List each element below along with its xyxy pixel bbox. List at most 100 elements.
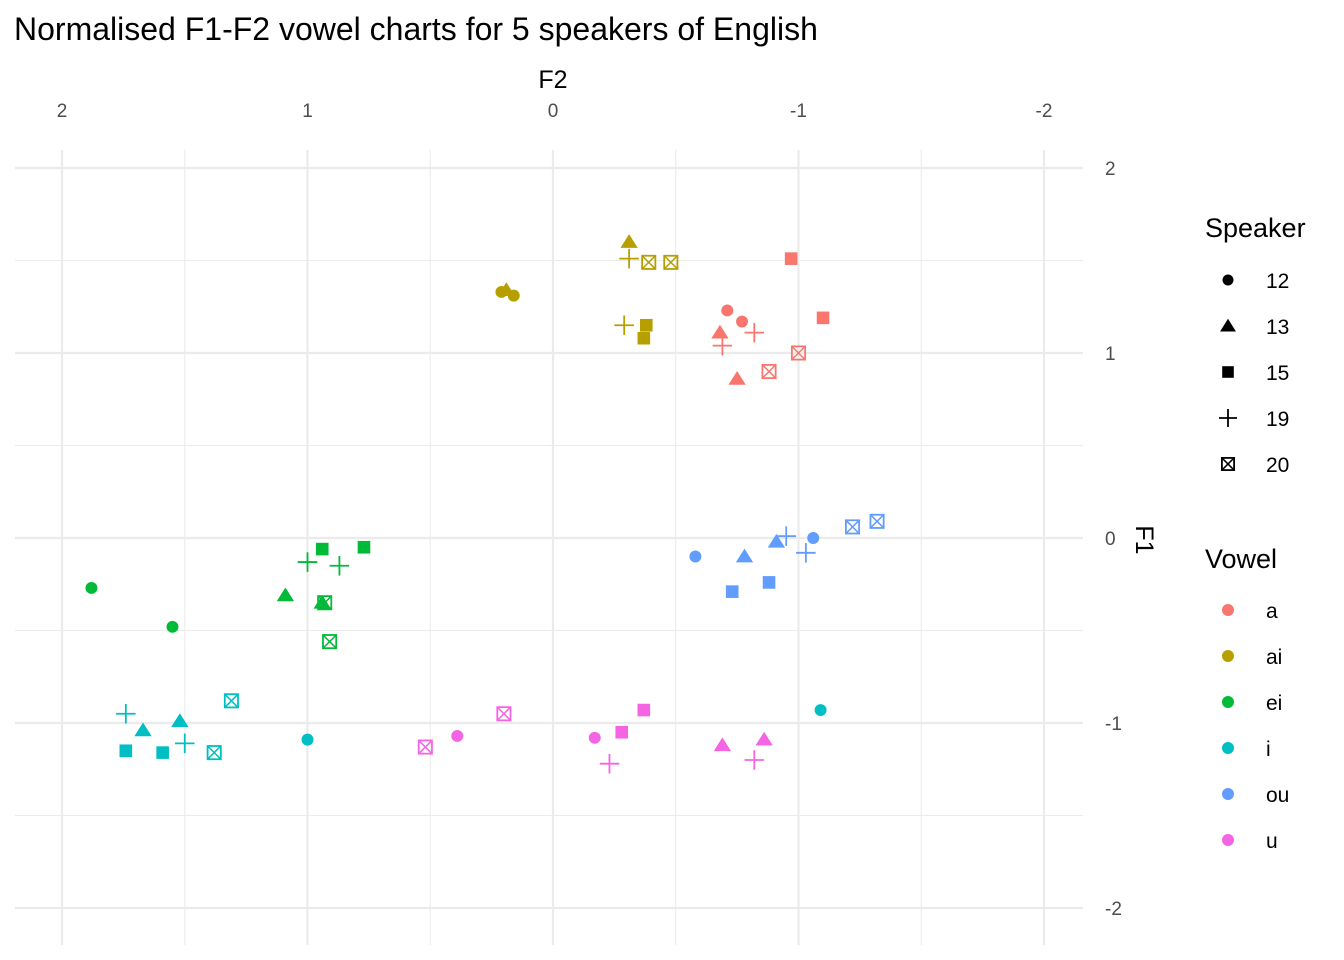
point-i-speaker-13	[134, 722, 152, 737]
point-u-speaker-20	[417, 739, 433, 755]
x-tick-label: -2	[1036, 101, 1053, 122]
point-u-speaker-20	[496, 706, 512, 722]
point-i-speaker-20	[223, 693, 239, 709]
y-tick-label: 2	[1105, 159, 1116, 180]
vowel-legend: Vowel a ai ei i ou u	[1205, 544, 1289, 853]
speaker-legend-label: 19	[1266, 408, 1289, 431]
point-ai-speaker-20	[641, 254, 657, 270]
point-ou-speaker-13	[767, 533, 786, 548]
point-a-speaker-15	[816, 311, 830, 325]
point-ai-speaker-19	[614, 315, 634, 336]
point-ei-speaker-15	[357, 540, 371, 554]
point-i-speaker-12	[814, 704, 827, 717]
grid	[15, 150, 1083, 945]
speaker-legend-key-15	[1222, 366, 1234, 378]
vowel-legend-key-i	[1222, 742, 1234, 754]
point-a-speaker-19	[744, 322, 765, 343]
speaker-legend-label: 13	[1266, 316, 1289, 339]
point-ei-speaker-12	[166, 620, 179, 633]
point-a-speaker-12	[721, 304, 734, 317]
point-i-speaker-12	[301, 733, 314, 746]
vowel-legend-key-ei	[1222, 696, 1234, 708]
vowel-legend-key-u	[1222, 834, 1234, 846]
vowel-legend-key-ou	[1222, 788, 1234, 800]
point-u-speaker-15	[615, 725, 629, 739]
point-i-speaker-15	[119, 744, 133, 758]
vowel-legend-label: ai	[1266, 646, 1282, 669]
point-a-speaker-12	[736, 315, 749, 328]
point-u-speaker-12	[588, 731, 601, 744]
point-u-speaker-13	[713, 737, 732, 752]
point-ei-speaker-20	[322, 634, 338, 650]
y-tick-label: 1	[1105, 344, 1116, 365]
point-ou-speaker-12	[807, 532, 820, 544]
point-i-speaker-19	[116, 703, 136, 724]
point-a-speaker-20	[761, 363, 777, 380]
point-u-speaker-15	[637, 703, 651, 717]
point-a-speaker-15	[784, 252, 798, 265]
point-ou-speaker-15	[762, 576, 776, 589]
vowel-legend-key-a	[1222, 604, 1234, 616]
speaker-legend-title: Speaker	[1205, 213, 1306, 243]
point-ou-speaker-19	[776, 526, 796, 546]
vowel-legend-title: Vowel	[1205, 544, 1277, 574]
point-ou-speaker-19	[796, 543, 816, 563]
y-axis-title: F1	[1130, 525, 1158, 554]
point-ei-speaker-20	[317, 595, 333, 611]
x-tick-label: -1	[790, 101, 807, 122]
point-i-speaker-15	[156, 746, 169, 759]
point-ou-speaker-20	[869, 513, 885, 529]
point-ai-speaker-19	[619, 248, 639, 269]
point-ei-speaker-19	[297, 552, 318, 572]
point-ei-speaker-15	[315, 542, 329, 556]
point-u-speaker-19	[599, 753, 620, 774]
point-ai-speaker-13	[497, 282, 516, 297]
point-u-speaker-12	[451, 729, 464, 742]
point-ai-speaker-15	[639, 318, 653, 332]
point-ou-speaker-12	[689, 550, 702, 563]
point-ou-speaker-13	[735, 548, 754, 563]
point-u-speaker-13	[755, 731, 773, 746]
point-ai-speaker-13	[620, 234, 638, 248]
x-tick-label: 1	[302, 101, 313, 122]
point-a-speaker-19	[712, 335, 733, 356]
point-a-speaker-13	[728, 371, 746, 385]
chart-title: Normalised F1-F2 vowel charts for 5 spea…	[14, 11, 818, 47]
vowel-legend-label: ou	[1266, 784, 1289, 807]
vowel-legend-label: ei	[1266, 692, 1282, 715]
point-ai-speaker-20	[663, 254, 679, 270]
point-ou-speaker-20	[844, 519, 861, 535]
x-axis-title: F2	[538, 66, 567, 94]
speaker-legend: Speaker 12 13 15 19 20	[1205, 213, 1306, 477]
x-tick-label: 0	[548, 101, 559, 122]
point-u-speaker-19	[744, 750, 765, 770]
speaker-legend-key-13	[1220, 318, 1236, 332]
point-a-speaker-13	[711, 324, 729, 339]
point-i-speaker-13	[171, 713, 189, 728]
point-i-speaker-19	[174, 733, 195, 754]
vowel-legend-label: i	[1266, 738, 1271, 761]
speaker-legend-key-20	[1221, 457, 1235, 471]
y-tick-label: -1	[1105, 714, 1122, 735]
point-ei-speaker-12	[85, 581, 98, 594]
vowel-legend-label: a	[1266, 600, 1278, 623]
y-tick-label: -2	[1105, 899, 1122, 920]
point-ei-speaker-13	[276, 587, 295, 602]
speaker-legend-label: 12	[1266, 270, 1289, 293]
x-tick-label: 2	[57, 101, 68, 122]
speaker-legend-key-19	[1219, 409, 1237, 427]
vowel-legend-key-ai	[1222, 650, 1234, 662]
point-ai-speaker-15	[637, 331, 651, 345]
point-ou-speaker-15	[725, 585, 739, 598]
data-points	[85, 234, 885, 774]
point-i-speaker-20	[206, 745, 222, 761]
y-tick-labels: -2 -1 0 1 2	[1105, 159, 1122, 920]
speaker-legend-label: 15	[1266, 362, 1289, 385]
point-a-speaker-20	[790, 345, 807, 361]
speaker-legend-label: 20	[1266, 454, 1289, 477]
point-ei-speaker-19	[329, 555, 350, 576]
vowel-legend-label: u	[1266, 830, 1278, 853]
speaker-legend-key-12	[1222, 274, 1234, 286]
x-tick-labels: 2 1 0 -1 -2	[57, 101, 1053, 122]
